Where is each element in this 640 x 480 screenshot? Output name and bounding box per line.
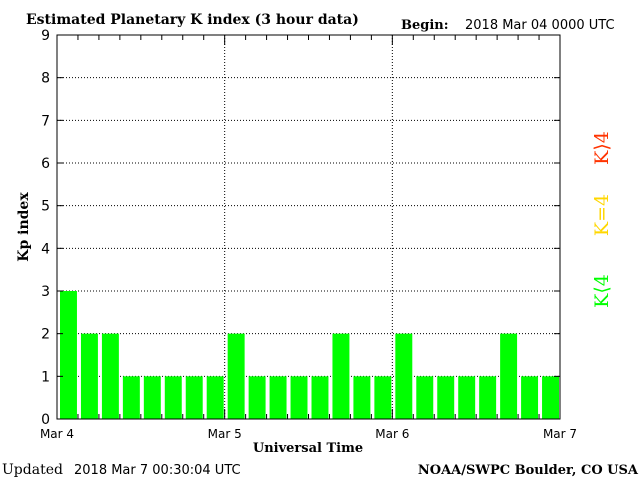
y-tick-label: 8 bbox=[41, 71, 50, 87]
kp-bar bbox=[248, 376, 266, 419]
kp-bar bbox=[521, 376, 539, 419]
chart-title: Estimated Planetary K index (3 hour data… bbox=[26, 12, 359, 28]
begin-label: Begin: bbox=[401, 18, 449, 33]
updated-label: Updated bbox=[2, 462, 63, 478]
kp-bar bbox=[164, 376, 182, 419]
kp-bar bbox=[395, 333, 413, 419]
legend-equal: K=4 bbox=[591, 194, 613, 236]
kp-bar bbox=[332, 333, 350, 419]
kp-bar bbox=[542, 376, 559, 419]
kp-bar bbox=[122, 376, 140, 419]
y-tick-label: 6 bbox=[41, 156, 50, 172]
x-axis-label: Universal Time bbox=[253, 441, 363, 456]
x-tick-label: Mar 4 bbox=[40, 427, 74, 441]
y-tick-label: 4 bbox=[41, 241, 50, 257]
x-tick-label: Mar 7 bbox=[543, 427, 577, 441]
kp-bar bbox=[416, 376, 434, 419]
kp-bar bbox=[479, 376, 497, 419]
plot-frame bbox=[56, 34, 561, 420]
y-tick-label: 0 bbox=[41, 412, 50, 428]
source-credit: NOAA/SWPC Boulder, CO USA bbox=[418, 463, 639, 478]
kp-bar bbox=[60, 291, 77, 419]
kp-bar bbox=[185, 376, 203, 419]
grid-lines bbox=[57, 35, 560, 419]
kp-bar bbox=[374, 376, 392, 419]
y-tick-labels: 0 1 2 3 4 5 6 7 8 9 bbox=[41, 28, 50, 428]
y-axis-label: Kp index bbox=[16, 192, 32, 262]
bar-series bbox=[60, 291, 559, 419]
kp-bar bbox=[290, 376, 308, 419]
legend-low: K⟨4 bbox=[591, 274, 613, 308]
x-tick-label: Mar 6 bbox=[375, 427, 409, 441]
y-tick-label: 5 bbox=[41, 199, 50, 215]
kp-bar bbox=[143, 376, 161, 419]
kp-bar bbox=[80, 333, 98, 419]
x-tick-label: Mar 5 bbox=[208, 427, 242, 441]
y-tick-label: 9 bbox=[41, 28, 50, 44]
axis-ticks bbox=[56, 34, 561, 420]
kp-bar bbox=[101, 333, 119, 419]
kp-bar bbox=[353, 376, 371, 419]
y-tick-label: 2 bbox=[41, 327, 50, 343]
x-tick-labels: Mar 4 Mar 5 Mar 6 Mar 7 bbox=[40, 427, 577, 441]
updated-value: 2018 Mar 7 00:30:04 UTC bbox=[74, 463, 241, 478]
legend-high: K⟩4 bbox=[591, 131, 613, 165]
y-tick-label: 1 bbox=[41, 369, 50, 385]
kp-bar bbox=[206, 376, 224, 419]
begin-value: 2018 Mar 04 0000 UTC bbox=[465, 18, 615, 33]
kp-bar bbox=[269, 376, 287, 419]
y-tick-label: 3 bbox=[41, 284, 50, 300]
kp-bar bbox=[437, 376, 455, 419]
kp-bar bbox=[311, 376, 329, 419]
kp-bar bbox=[227, 333, 245, 419]
kp-bar bbox=[500, 333, 518, 419]
y-tick-label: 7 bbox=[41, 113, 50, 129]
kp-bar bbox=[458, 376, 476, 419]
